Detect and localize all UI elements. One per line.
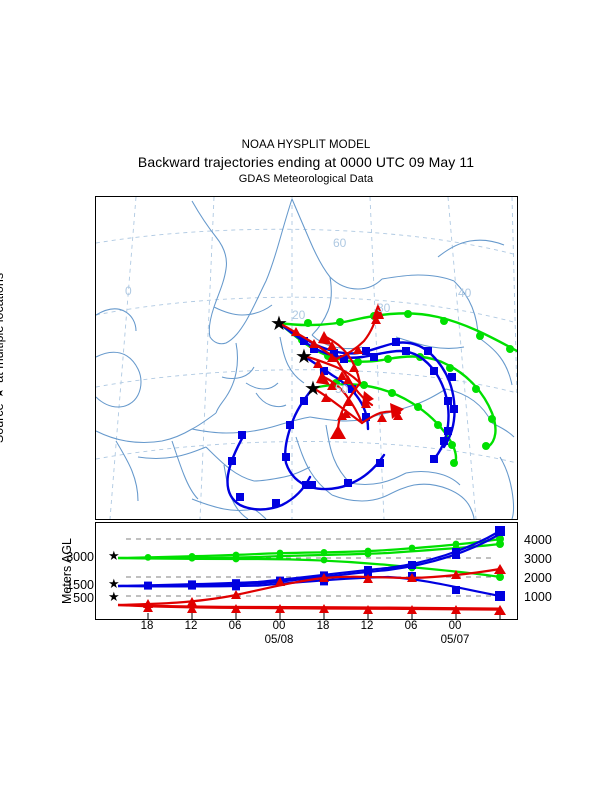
trajectory-red-markers <box>291 315 403 438</box>
trajectory-blue-markers <box>228 337 458 507</box>
svg-text:0: 0 <box>125 284 132 298</box>
map-svg: ★ ★ ★ 0 20 30 40 60 50 <box>96 197 517 519</box>
star-icon-level-500: ★ <box>108 589 120 604</box>
x-date-label-0508: 05/08 <box>264 634 294 646</box>
graticule-labels: 0 20 30 40 60 50 <box>125 236 472 396</box>
svg-text:★: ★ <box>270 311 288 335</box>
trajectory-red-lines <box>277 307 402 433</box>
height-right-label-3000: 3000 <box>524 552 552 566</box>
source-label-suffix: at multiple locations <box>0 272 6 383</box>
svg-text:★: ★ <box>304 376 322 400</box>
svg-text:60: 60 <box>333 236 347 250</box>
height-level-label-3000: 3000 <box>66 550 94 564</box>
height-level-label-500: 500 <box>73 591 94 605</box>
x-tick-label-4: 18 <box>316 620 330 632</box>
x-tick-label-3: 00 <box>272 620 286 632</box>
x-tick-label-2: 06 <box>228 620 242 632</box>
height-x-ticks <box>147 613 501 619</box>
meters-agl-axis-label: Meters AGL <box>60 538 74 604</box>
title-line-model: NOAA HYSPLIT MODEL <box>241 139 371 151</box>
source-label-prefix: Source <box>0 403 6 444</box>
height-profile-panel <box>95 522 518 620</box>
height-blue-lines <box>117 530 501 598</box>
source-star-markers: ★ ★ ★ <box>270 311 322 400</box>
star-icon: ★ <box>0 388 6 399</box>
star-icon-level-3000: ★ <box>108 548 120 563</box>
svg-text:30: 30 <box>377 301 391 315</box>
map-panel: ★ ★ ★ 0 20 30 40 60 50 <box>95 196 518 520</box>
svg-text:50: 50 <box>335 382 349 396</box>
time-axis: 18 12 06 00 18 12 06 00 05/08 05/07 <box>95 620 518 650</box>
x-tick-label-0: 18 <box>140 620 154 632</box>
height-right-label-1000: 1000 <box>524 590 552 604</box>
height-green-markers <box>144 535 504 581</box>
x-tick-label-7: 00 <box>448 620 462 632</box>
star-icon-level-1500: ★ <box>108 576 120 591</box>
title-line-trajectory: Backward trajectories ending at 0000 UTC… <box>137 154 475 170</box>
svg-text:20: 20 <box>292 308 306 322</box>
x-tick-label-1: 12 <box>184 620 198 632</box>
trajectory-red-arrowheads <box>316 303 404 439</box>
x-tick-label-6: 06 <box>404 620 418 632</box>
height-red-lines <box>117 567 501 611</box>
height-green-lines <box>117 537 501 579</box>
height-right-label-4000: 4000 <box>524 533 552 547</box>
svg-text:★: ★ <box>295 344 313 368</box>
height-blue-markers <box>144 526 505 601</box>
x-date-label-0507: 05/07 <box>440 634 470 646</box>
title-line-metdata: GDAS Meteorological Data <box>238 173 374 185</box>
svg-text:40: 40 <box>458 286 472 300</box>
height-level-label-1500: 1500 <box>66 578 94 592</box>
coastlines <box>96 198 515 519</box>
height-red-markers <box>143 564 506 615</box>
x-tick-label-5: 12 <box>360 620 374 632</box>
height-profile-svg <box>117 526 506 619</box>
figure-title-block: NOAA HYSPLIT MODEL Backward trajectories… <box>0 138 612 187</box>
source-axis-label: Source ★ at multiple locations <box>0 196 12 520</box>
height-right-label-2000: 2000 <box>524 571 552 585</box>
